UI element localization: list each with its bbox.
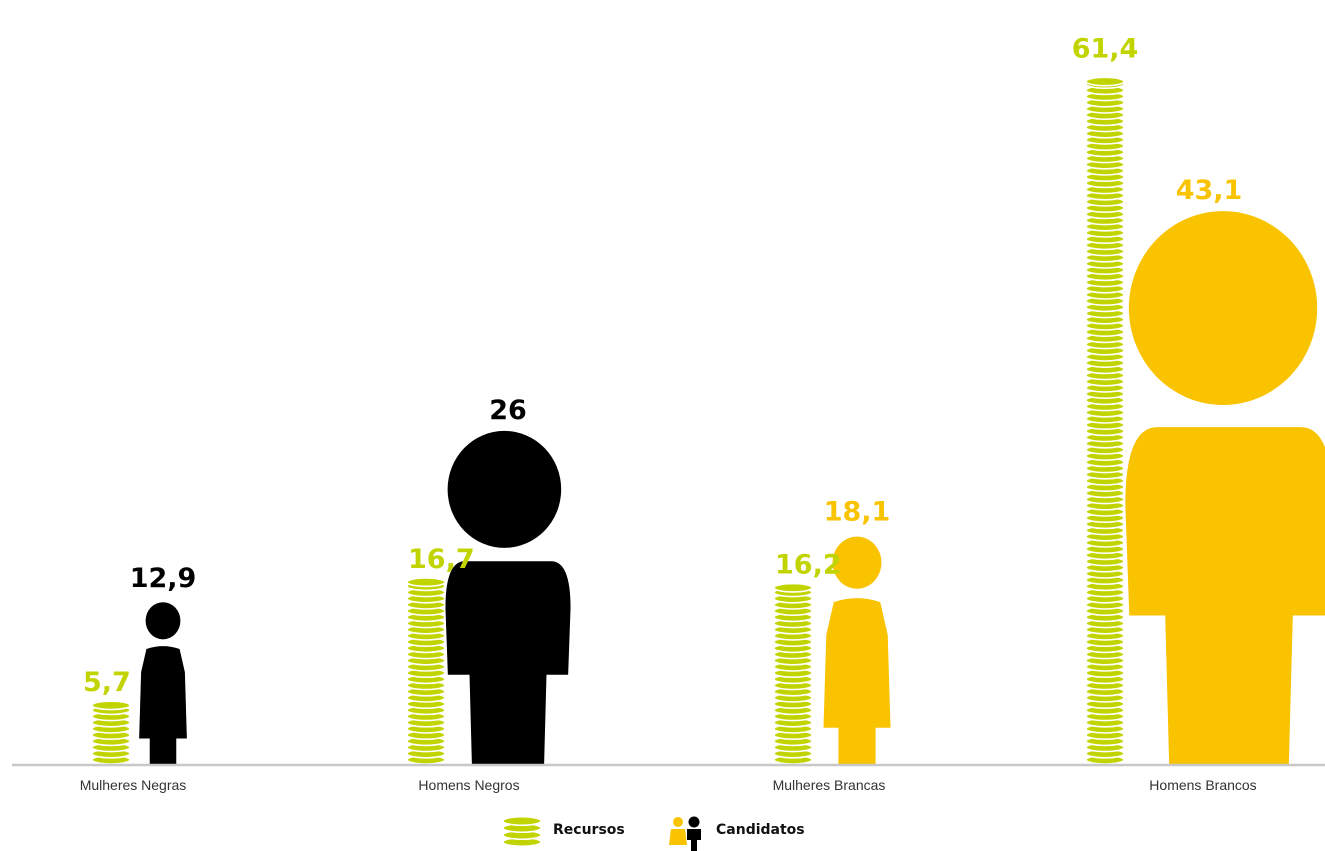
category-label-1: Homens Negros bbox=[418, 777, 519, 793]
category-label-3: Homens Brancos bbox=[1149, 777, 1256, 793]
chart-marks: 5,7 12,9 16,7 26 16,2 18,1 61,4 43,1 bbox=[83, 33, 1325, 765]
coin-stack-0 bbox=[92, 701, 130, 764]
legend-coins-icon bbox=[503, 817, 541, 847]
category-label-0: Mulheres Negras bbox=[80, 777, 187, 793]
category-labels: Mulheres Negras Homens Negros Mulheres Bra… bbox=[80, 777, 1257, 793]
recursos-value-label-3: 61,4 bbox=[1072, 33, 1139, 64]
candidatos-value-label-0: 12,9 bbox=[130, 563, 197, 594]
candidatos-value-label-3: 43,1 bbox=[1176, 175, 1243, 206]
person-figure-0 bbox=[139, 602, 187, 765]
category-label-2: Mulheres Brancas bbox=[773, 777, 886, 793]
person-figure-3 bbox=[1125, 211, 1325, 765]
legend-label-recursos: Recursos bbox=[553, 822, 625, 838]
person-figure-1 bbox=[445, 431, 570, 765]
candidatos-value-label-2: 18,1 bbox=[824, 496, 891, 527]
recursos-value-label-1: 16,7 bbox=[408, 544, 475, 575]
legend-label-candidatos: Candidatos bbox=[716, 822, 805, 838]
coin-stack-3 bbox=[1086, 77, 1124, 764]
coin-stack-1 bbox=[407, 578, 445, 764]
recursos-value-label-0: 5,7 bbox=[83, 667, 131, 698]
legend-people-icon bbox=[669, 817, 701, 851]
legend: Recursos Candidatos bbox=[503, 817, 805, 851]
coin-stack-2 bbox=[774, 584, 812, 764]
recursos-value-label-2: 16,2 bbox=[775, 550, 842, 581]
candidatos-value-label-1: 26 bbox=[489, 395, 527, 426]
